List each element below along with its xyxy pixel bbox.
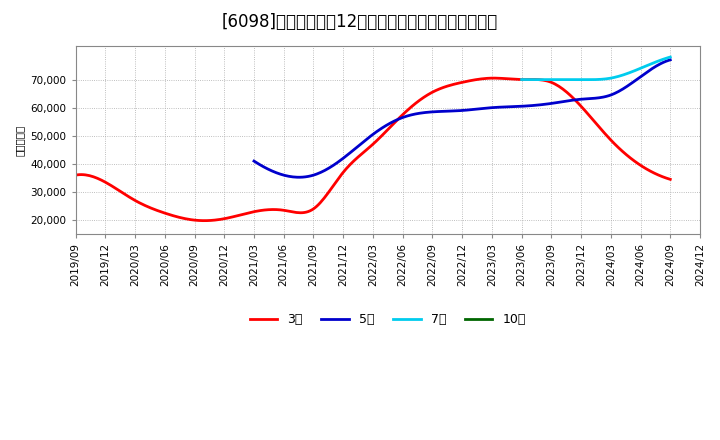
- 7年: [606, 76, 614, 81]
- 5年: [251, 159, 260, 165]
- 3年: [201, 218, 210, 223]
- 5年: [602, 94, 611, 99]
- Line: 7年: 7年: [521, 57, 670, 80]
- 7年: [518, 77, 526, 82]
- 3年: [437, 85, 446, 91]
- 5年: [250, 158, 258, 164]
- 3年: [666, 177, 675, 182]
- 3年: [73, 172, 82, 177]
- 7年: [652, 59, 661, 64]
- 3年: [614, 145, 623, 150]
- 5年: [294, 175, 303, 180]
- 5年: [666, 57, 675, 62]
- 3年: [427, 90, 436, 95]
- 3年: [71, 172, 80, 178]
- 5年: [499, 104, 508, 110]
- 7年: [517, 77, 526, 82]
- Y-axis label: （百万円）: （百万円）: [15, 125, 25, 156]
- 7年: [666, 55, 675, 60]
- 7年: [606, 76, 615, 81]
- 7年: [586, 77, 595, 82]
- Legend: 3年, 5年, 7年, 10年: 3年, 5年, 7年, 10年: [245, 308, 531, 331]
- 7年: [609, 75, 618, 81]
- 5年: [498, 104, 506, 110]
- Line: 5年: 5年: [254, 60, 670, 177]
- 5年: [629, 80, 637, 85]
- 3年: [489, 76, 498, 81]
- Line: 3年: 3年: [76, 78, 670, 220]
- 5年: [506, 104, 515, 110]
- Text: [6098]　当期純利益12か月移動合計の標準偏差の推移: [6098] 当期純利益12か月移動合計の標準偏差の推移: [222, 13, 498, 31]
- 3年: [426, 91, 434, 96]
- 7年: [643, 63, 652, 68]
- 3年: [577, 103, 585, 109]
